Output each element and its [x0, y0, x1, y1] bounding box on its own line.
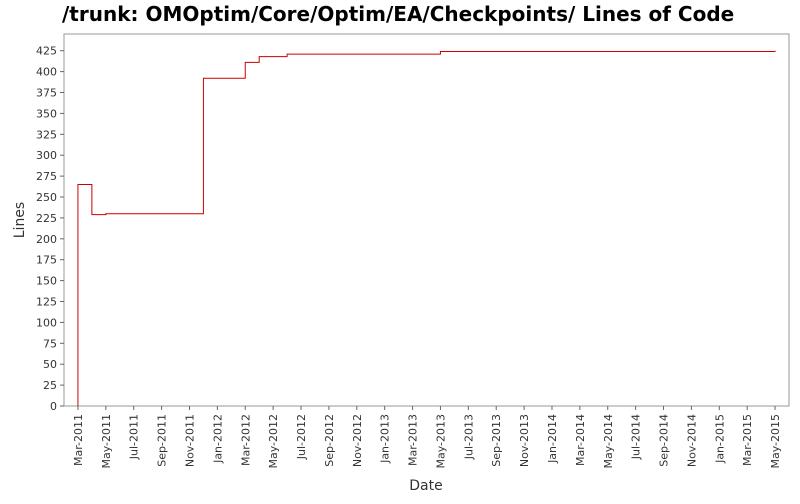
- y-tick-label: 200: [36, 233, 57, 246]
- x-tick-label: Mar-2015: [741, 414, 754, 466]
- x-tick-label: Sep-2011: [156, 414, 169, 467]
- y-tick-label: 400: [36, 66, 57, 79]
- y-tick-label: 250: [36, 191, 57, 204]
- chart-title: /trunk: OMOptim/Core/Optim/EA/Checkpoint…: [62, 2, 734, 26]
- y-tick-label: 300: [36, 149, 57, 162]
- x-tick-label: May-2013: [434, 414, 447, 469]
- x-tick-label: Mar-2011: [72, 414, 85, 466]
- y-tick-label: 225: [36, 212, 57, 225]
- x-tick-label: Jan-2012: [211, 414, 224, 464]
- y-axis-label: Lines: [12, 202, 28, 238]
- x-tick-label: Jan-2014: [546, 414, 559, 464]
- x-tick-label: Jul-2013: [462, 414, 475, 460]
- y-tick-label: 50: [43, 358, 57, 371]
- y-tick-label: 25: [43, 379, 57, 392]
- data-line: [77, 50, 776, 406]
- y-tick-label: 425: [36, 45, 57, 58]
- y-tick-label: 350: [36, 107, 57, 120]
- y-tick-label: 125: [36, 296, 57, 309]
- x-tick-label: May-2011: [100, 414, 113, 469]
- x-tick-label: Mar-2014: [574, 414, 587, 466]
- x-tick-label: Jul-2012: [295, 414, 308, 460]
- x-tick-label: Jan-2015: [713, 414, 726, 464]
- y-tick-label: 175: [36, 254, 57, 267]
- x-axis-label: Date: [409, 478, 442, 494]
- x-tick-label: May-2012: [267, 414, 280, 469]
- y-tick-label: 150: [36, 275, 57, 288]
- x-tick-label: Nov-2011: [183, 414, 196, 467]
- x-tick-label: May-2014: [602, 414, 615, 469]
- plot-frame: [63, 33, 790, 407]
- x-tick-label: Jan-2013: [379, 414, 392, 464]
- x-tick-label: Jul-2014: [630, 414, 643, 460]
- x-tick-label: Sep-2013: [490, 414, 503, 467]
- x-tick-label: May-2015: [769, 414, 782, 469]
- x-tick-label: Jul-2011: [128, 414, 141, 460]
- y-tick-label: 375: [36, 87, 57, 100]
- y-tick-label: 275: [36, 170, 57, 183]
- x-tick-label: Nov-2014: [685, 414, 698, 467]
- y-tick-label: 100: [36, 316, 57, 329]
- x-tick-label: Mar-2013: [407, 414, 420, 466]
- x-tick-label: Sep-2014: [658, 414, 671, 467]
- y-tick-label: 0: [50, 400, 57, 413]
- x-tick-label: Nov-2012: [351, 414, 364, 467]
- y-tick-label: 75: [43, 337, 57, 350]
- y-tick-label: 325: [36, 128, 57, 141]
- x-tick-label: Sep-2012: [323, 414, 336, 467]
- x-tick-label: Mar-2012: [239, 414, 252, 466]
- x-tick-label: Nov-2013: [518, 414, 531, 467]
